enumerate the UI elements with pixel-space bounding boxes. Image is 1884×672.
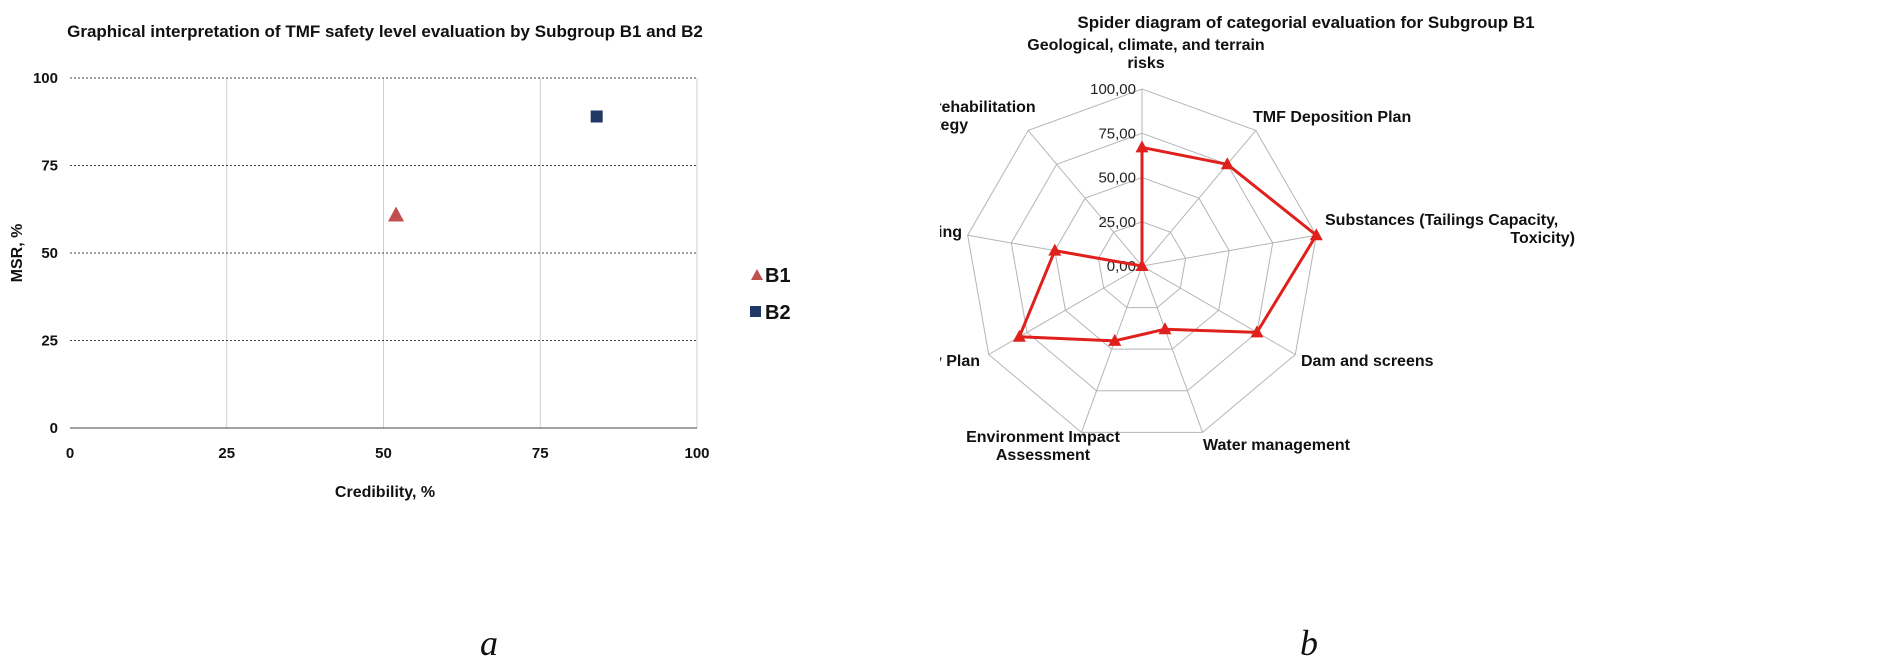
radar-series-line (1017, 145, 1318, 343)
scatter-point-B1 (388, 206, 405, 222)
radar-point (1048, 243, 1062, 256)
radar-ring (967, 88, 1317, 433)
x-axis-label: Credibility, % (335, 484, 435, 501)
radar-title: Spider diagram of categorial evaluation … (1077, 13, 1534, 32)
radar-point (1108, 333, 1122, 346)
radar-point (1309, 228, 1323, 241)
radar-tick-label: 100,00 (1090, 81, 1136, 98)
radar-category-label: Emergency Plan (940, 353, 980, 370)
scatter-panel: Graphical interpretation of TMF safety l… (0, 0, 940, 672)
x-tick-label: 50 (375, 445, 392, 462)
radar-category-label: Monitoring (940, 224, 962, 241)
radar-point (1158, 322, 1172, 335)
radar-spoke (1141, 265, 1204, 433)
radar-spoke (1027, 130, 1143, 267)
radar-ring (1097, 221, 1187, 309)
radar-spoke (1141, 265, 1296, 355)
panel-label-a: a (480, 623, 498, 663)
radar-spoke (1080, 265, 1143, 433)
radar-tick-label: 75,00 (1098, 125, 1136, 142)
x-tick-label: 25 (218, 445, 235, 462)
radar-category-label: Water management (1203, 437, 1351, 454)
legend-label-B1: B1 (765, 265, 791, 287)
radar-tick-label: 25,00 (1098, 214, 1136, 231)
y-tick-label: 75 (41, 158, 58, 175)
scatter-chart: Graphical interpretation of TMF safety l… (9, 22, 791, 501)
radar-point (1135, 140, 1149, 153)
radar-tick-label: 50,00 (1098, 170, 1136, 187)
radar-spoke (1141, 234, 1317, 267)
radar-category-label: Environment Impact Assessment (966, 429, 1120, 464)
radar-point (1135, 259, 1149, 271)
radar-point (1220, 157, 1234, 170)
panel-label-b: b (1300, 623, 1318, 663)
radar-category-label: Geological, climate, and terrain risks (1027, 37, 1264, 72)
y-tick-label: 50 (41, 245, 58, 262)
legend-label-B2: B2 (765, 302, 791, 324)
scatter-title: Graphical interpretation of TMF safety l… (67, 22, 703, 41)
y-tick-label: 25 (41, 333, 58, 350)
scatter-point-B2 (590, 110, 603, 123)
radar-point (1012, 329, 1026, 342)
legend-marker-B2 (750, 306, 761, 317)
legend-marker-B1 (751, 269, 763, 280)
radar-ring (1054, 176, 1230, 350)
y-tick-label: 0 (50, 420, 58, 437)
radar-category-label: Substances (Tailings Capacity, Toxicity) (1325, 212, 1575, 247)
radar-category-label: Closure and rehabilitationstrategy (940, 99, 1036, 134)
x-tick-label: 100 (684, 445, 709, 462)
radar-point (1250, 325, 1264, 338)
y-axis-label: MSR, % (9, 224, 26, 283)
radar-category-label: TMF Deposition Plan (1253, 109, 1411, 126)
x-tick-label: 0 (66, 445, 74, 462)
radar-spoke (1141, 130, 1257, 267)
radar-panel: Spider diagram of categorial evaluation … (940, 0, 1884, 672)
radar-chart: Spider diagram of categorial evaluation … (940, 13, 1575, 464)
radar-ring (1010, 132, 1274, 392)
radar-category-label: Dam and screens (1301, 353, 1434, 370)
x-tick-label: 75 (532, 445, 549, 462)
y-tick-label: 100 (33, 70, 58, 87)
